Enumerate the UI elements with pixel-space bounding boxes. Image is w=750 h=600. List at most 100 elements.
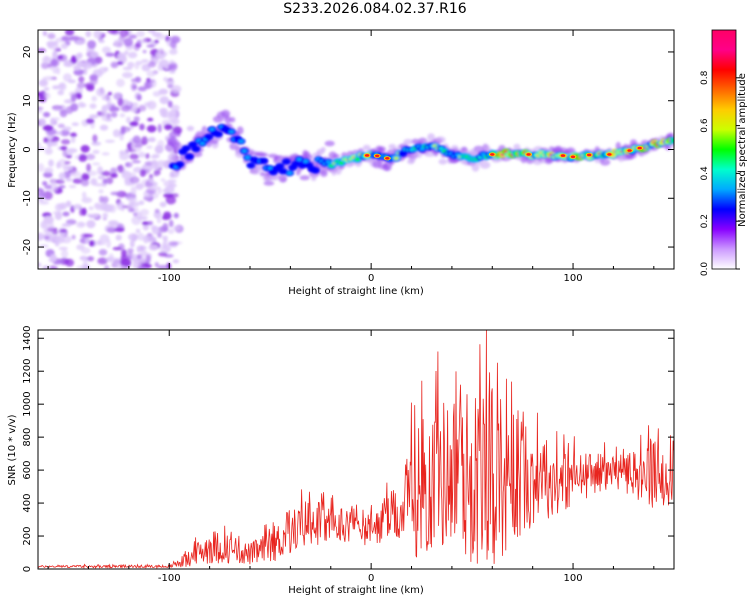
noise-blob <box>168 193 179 198</box>
noise-blob <box>173 212 179 219</box>
noise-blob <box>99 124 109 131</box>
noise-blob <box>104 118 113 122</box>
signal-hotspot-peak <box>587 153 592 157</box>
noise-blob <box>147 30 156 34</box>
noise-blob <box>147 235 157 244</box>
noise-blob <box>41 56 51 64</box>
spectrogram-y-tick-label: -10 <box>22 190 33 206</box>
noise-blob <box>87 40 97 49</box>
noise-blob <box>47 140 52 149</box>
noise-blob <box>147 61 157 68</box>
noise-blob <box>62 149 68 158</box>
noise-blob <box>76 82 86 89</box>
signal-halo-blob <box>169 131 178 139</box>
noise-blob <box>121 249 127 257</box>
spectrogram-y-tick-label: 10 <box>22 94 33 107</box>
noise-blob <box>38 200 50 205</box>
noise-blob <box>146 125 157 133</box>
signal-core-inner <box>280 169 286 173</box>
snr-y-tick-label: 1400 <box>22 326 33 351</box>
noise-blob <box>48 159 54 167</box>
noise-blob <box>144 102 152 107</box>
signal-halo-blob <box>166 145 172 153</box>
noise-blob <box>142 223 149 231</box>
noise-blob <box>65 200 72 207</box>
signal-halo-blob <box>332 153 340 159</box>
noise-blob <box>83 257 88 266</box>
colorbar-tick-label: 0.0 <box>700 262 710 277</box>
noise-blob <box>110 191 121 196</box>
noise-blob <box>59 232 65 238</box>
signal-halo-blob <box>229 117 236 123</box>
noise-blob <box>59 146 68 151</box>
noise-blob <box>43 87 50 91</box>
noise-blob <box>133 212 138 217</box>
noise-blob <box>75 221 86 229</box>
noise-blob <box>108 253 114 261</box>
noise-blob <box>65 219 77 225</box>
noise-blob <box>66 148 78 153</box>
noise-blob <box>78 154 87 162</box>
noise-blob <box>80 179 90 187</box>
noise-blob <box>92 162 101 166</box>
noise-blob <box>62 126 72 131</box>
noise-blob <box>120 258 132 267</box>
signal-halo-blob <box>191 151 203 158</box>
noise-blob <box>90 213 99 218</box>
noise-blob <box>47 33 56 40</box>
noise-blob <box>169 70 176 74</box>
signal-halo-blob <box>427 133 435 142</box>
signal-halo-blob <box>269 173 281 181</box>
noise-blob <box>43 137 49 144</box>
noise-blob <box>89 103 97 109</box>
noise-blob <box>146 145 153 149</box>
noise-blob <box>141 136 149 146</box>
signal-halo-blob <box>299 175 310 181</box>
noise-blob <box>40 118 46 126</box>
noise-blob <box>101 46 111 54</box>
spectrogram-y-tick-label: 20 <box>22 46 33 59</box>
signal-halo-blob <box>224 116 231 124</box>
noise-blob <box>61 249 69 259</box>
noise-blob <box>94 202 101 209</box>
noise-blob <box>165 80 175 85</box>
spectrogram-x-axis-label: Height of straight line (km) <box>288 286 424 297</box>
noise-blob <box>73 204 82 210</box>
noise-blob <box>129 176 140 184</box>
noise-blob <box>101 170 111 177</box>
noise-blob <box>63 73 72 82</box>
noise-blob <box>168 109 178 118</box>
signal-core-inner <box>228 130 234 134</box>
noise-blob <box>57 55 64 60</box>
noise-blob <box>132 135 141 144</box>
noise-blob <box>80 145 90 153</box>
signal-core-inner <box>287 171 293 175</box>
noise-blob <box>90 51 99 58</box>
noise-blob <box>97 257 108 265</box>
noise-blob <box>79 207 84 217</box>
noise-blob <box>44 167 54 174</box>
noise-blob <box>83 233 94 238</box>
noise-blob <box>141 59 149 63</box>
noise-blob <box>162 188 171 193</box>
noise-blob <box>125 116 131 124</box>
signal-core-inner <box>312 168 318 172</box>
noise-blob <box>137 265 147 269</box>
noise-blob <box>170 118 180 126</box>
noise-blob <box>160 178 166 182</box>
noise-blob <box>81 247 91 254</box>
snr-x-axis-label: Height of straight line (km) <box>288 585 424 596</box>
signal-hotspot-peak <box>526 153 531 156</box>
signal-hotspot-peak <box>490 153 495 156</box>
noise-blob <box>101 112 106 121</box>
signal-halo-blob <box>479 161 491 169</box>
noise-blob <box>117 164 124 174</box>
signal-core-inner <box>199 141 205 145</box>
noise-blob <box>138 200 145 206</box>
noise-blob <box>116 201 124 211</box>
noise-blob <box>68 35 80 41</box>
noise-blob <box>170 104 180 111</box>
signal-halo-blob <box>220 109 231 118</box>
noise-blob <box>108 220 119 226</box>
